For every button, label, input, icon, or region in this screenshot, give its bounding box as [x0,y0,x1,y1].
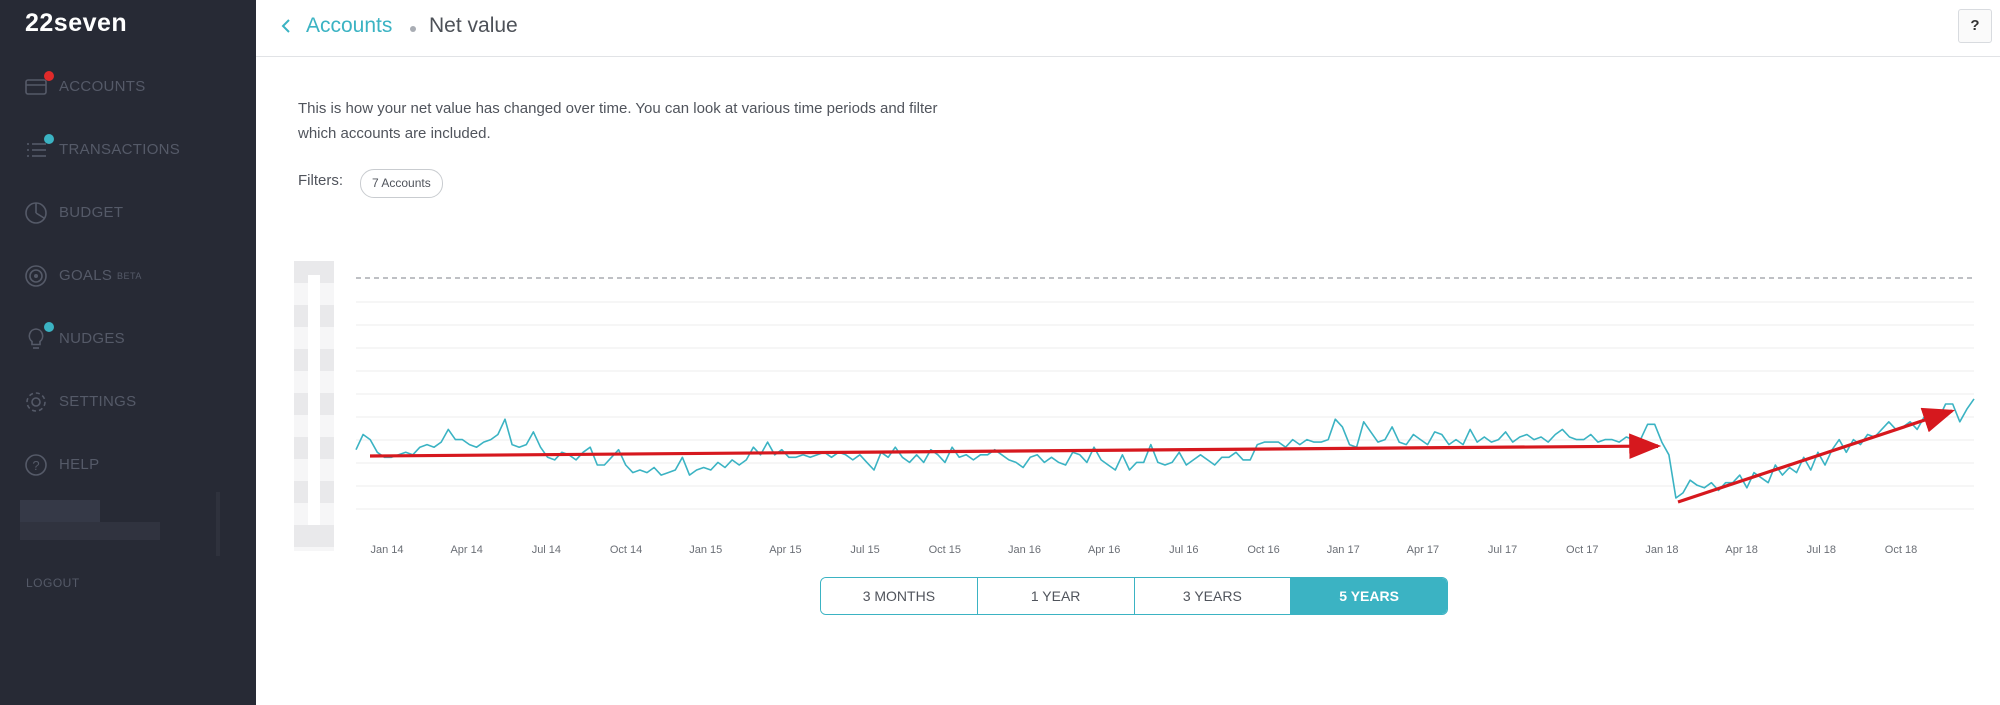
notification-badge [44,71,54,81]
sidebar-item-settings[interactable]: SETTINGS [0,381,256,421]
sidebar-item-label: SETTINGS [59,393,137,410]
filters-label: Filters: [298,172,343,189]
net-value-chart: Jan 14 Apr 14 Jul 14 Oct 14 Jan 15 Apr 15 Jul … [290,255,2000,565]
x-tick-label: Jan 17 [1327,544,1360,556]
breadcrumb-accounts-link[interactable]: Accounts [306,14,393,37]
sidebar-item-nudges[interactable]: NUDGES [0,318,256,358]
x-tick-label: Apr 16 [1088,544,1120,556]
x-tick-label: Jul 18 [1807,544,1836,556]
y-axis-labels-redacted [294,261,334,551]
beta-tag: BETA [117,271,142,281]
user-profile[interactable] [16,492,228,556]
time-range-toggle: 3 MONTHS 1 YEAR 3 YEARS 5 YEARS [820,577,1448,615]
sidebar-item-budget[interactable]: BUDGET [0,192,256,232]
net-value-series-line [355,398,1975,499]
target-icon [24,263,50,289]
sidebar-item-label: ACCOUNTS [59,78,146,95]
sidebar-item-label: TRANSACTIONS [59,141,181,158]
sidebar-item-label: BUDGET [59,204,124,221]
sidebar: 22seven ACCOUNTS TRANSACTIONS BUDGET GOA… [0,0,256,705]
back-chevron-icon[interactable] [280,16,292,41]
x-tick-label: Oct 15 [929,544,961,556]
x-tick-label: Jul 16 [1169,544,1198,556]
app-logo[interactable]: 22seven [25,9,128,37]
x-tick-label: Jan 18 [1645,544,1678,556]
lightbulb-icon [24,326,50,352]
breadcrumb-separator [410,26,416,32]
x-tick-label: Oct 18 [1885,544,1917,556]
x-tick-label: Apr 18 [1725,544,1757,556]
accounts-filter-chip[interactable]: 7 Accounts [360,169,443,198]
card-icon [24,74,50,100]
rising-trend-arrow [1677,407,1956,504]
x-tick-label: Apr 17 [1407,544,1439,556]
list-icon [24,137,50,163]
x-tick-label: Jul 17 [1488,544,1517,556]
range-3-years-button[interactable]: 3 YEARS [1134,578,1292,614]
help-button[interactable]: ? [1958,9,1992,43]
x-tick-label: Oct 17 [1566,544,1598,556]
header: Accounts Net value ? [256,0,2000,57]
range-1-year-button[interactable]: 1 YEAR [977,578,1135,614]
x-tick-label: Jan 14 [370,544,403,556]
notification-badge [44,322,54,332]
pie-icon [24,200,50,226]
sidebar-item-help[interactable]: ? HELP [0,444,256,484]
x-tick-label: Apr 14 [450,544,482,556]
svg-text:?: ? [32,458,39,473]
sidebar-item-label: HELP [59,456,100,473]
sidebar-item-transactions[interactable]: TRANSACTIONS [0,129,256,169]
logout-link[interactable]: LOGOUT [26,576,80,590]
x-tick-label: Oct 16 [1247,544,1279,556]
range-5-years-button[interactable]: 5 YEARS [1291,578,1447,614]
x-tick-label: Jul 15 [850,544,879,556]
x-tick-label: Oct 14 [610,544,642,556]
sidebar-item-accounts[interactable]: ACCOUNTS [0,66,256,106]
x-tick-label: Jan 16 [1008,544,1041,556]
sidebar-item-label: NUDGES [59,330,125,347]
x-tick-label: Jul 14 [532,544,561,556]
net-value-chart-svg: Jan 14 Apr 14 Jul 14 Oct 14 Jan 15 Apr 15 Jul … [355,277,1975,556]
sidebar-item-label: GOALS [59,267,113,284]
gear-icon [24,389,50,415]
notification-badge [44,134,54,144]
x-tick-label: Apr 15 [769,544,801,556]
page-title: Net value [429,14,518,37]
sidebar-item-goals[interactable]: GOALS BETA [0,255,256,295]
page-description: This is how your net value has changed o… [298,100,938,142]
x-tick-label: Jan 15 [689,544,722,556]
range-3-months-button[interactable]: 3 MONTHS [821,578,978,614]
question-icon: ? [24,452,50,478]
flat-trend-arrow [369,433,1662,460]
